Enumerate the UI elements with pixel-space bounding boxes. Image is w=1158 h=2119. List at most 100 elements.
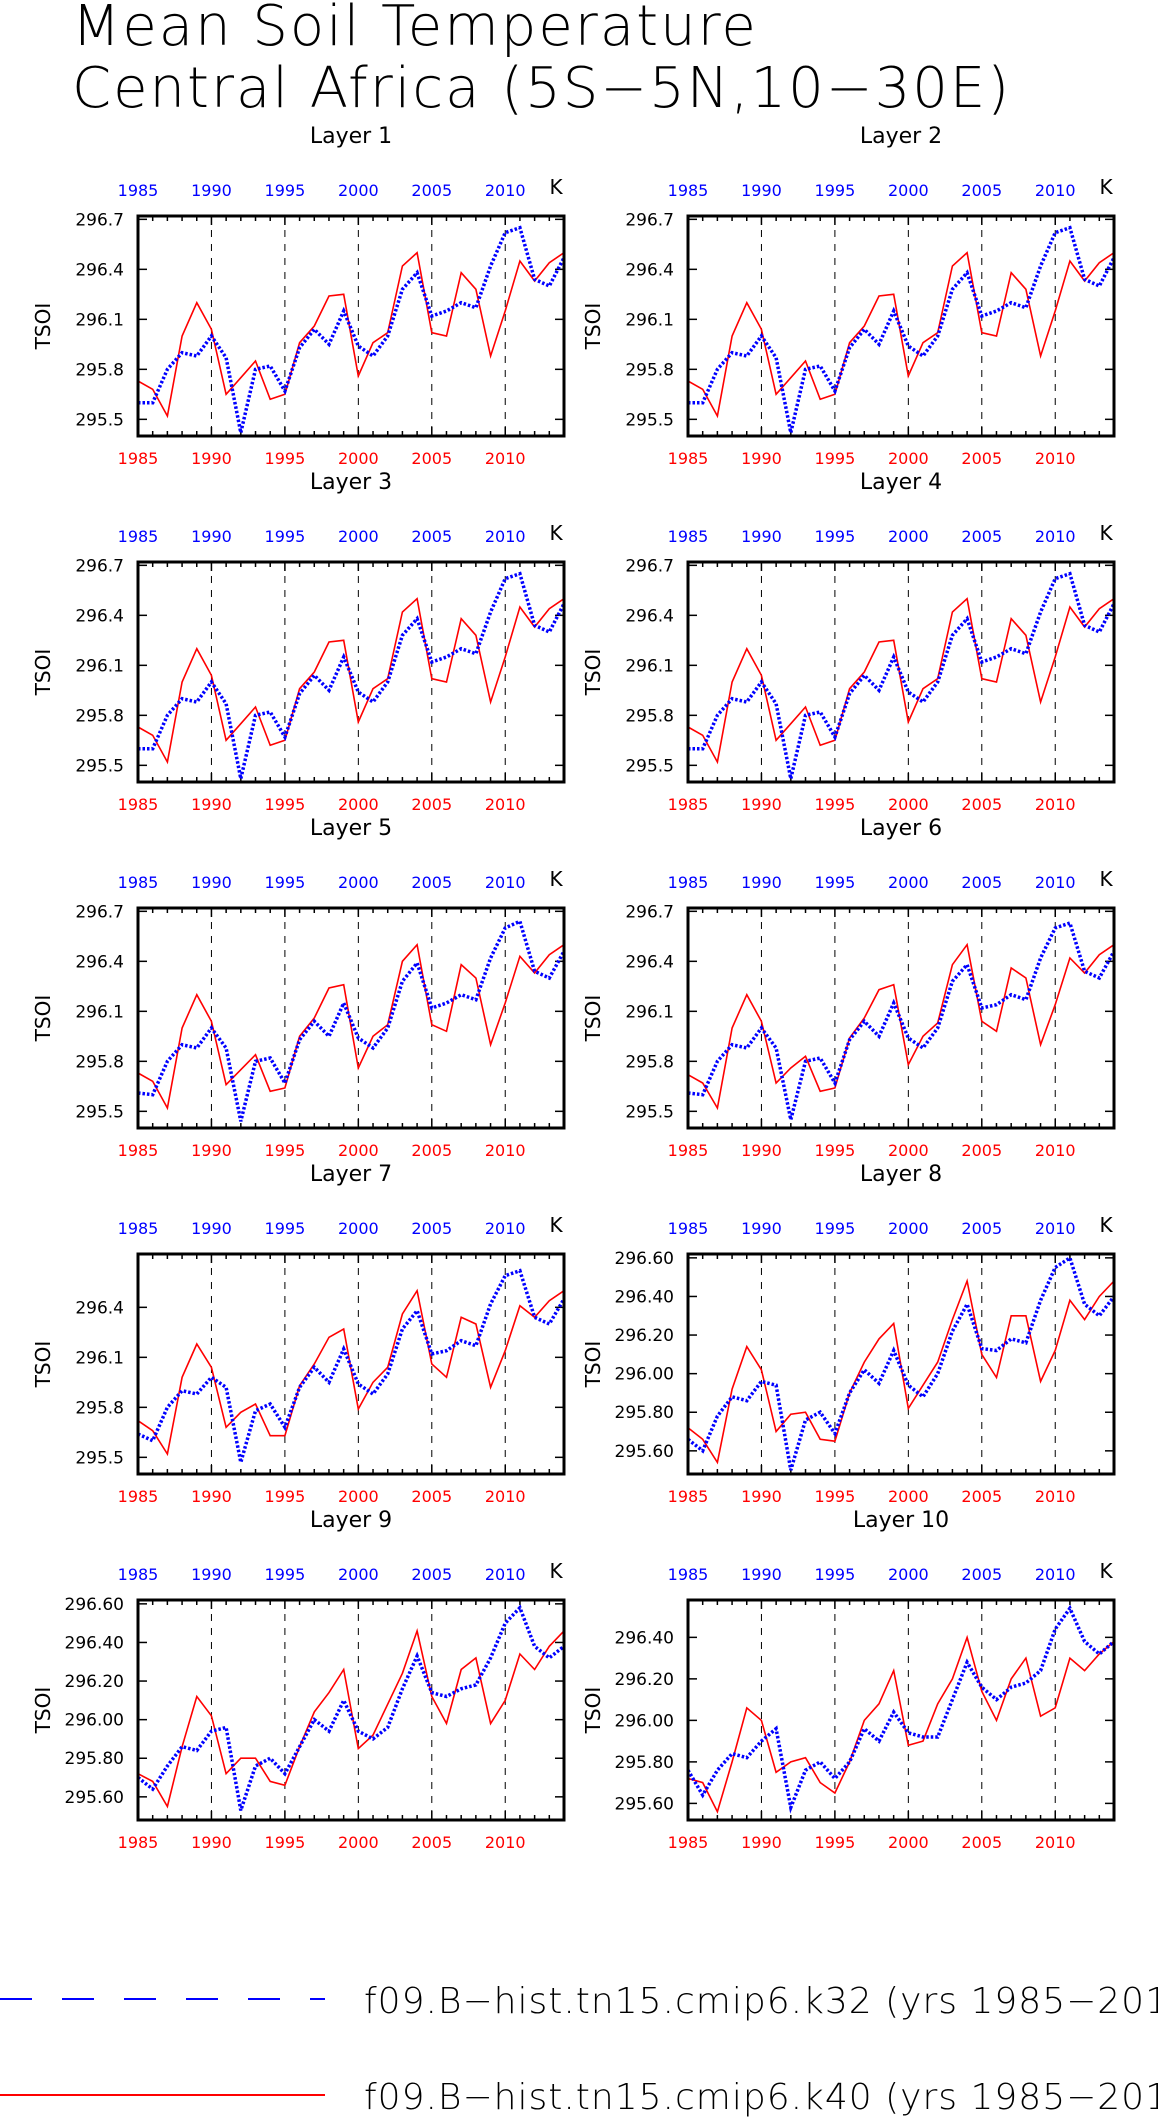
layer5-ytick-label: 295.8 [75, 1052, 124, 1072]
layer3-xtick-label-top: 1985 [118, 527, 159, 546]
layer3-ytick-label: 296.7 [75, 556, 124, 576]
layer9-xtick-label-top: 2005 [411, 1565, 452, 1584]
layer7-ytick-label: 296.4 [75, 1298, 124, 1318]
layer3-xtick-label-top: 2005 [411, 527, 452, 546]
layer6-xtick-label-bottom: 2000 [888, 1141, 929, 1160]
layer2-series-k40-line [687, 251, 1115, 419]
layer10-xtick-label-bottom: 2010 [1035, 1833, 1076, 1852]
layer3-xtick-label-top: 2010 [485, 527, 526, 546]
layer1-series-k40-line [137, 251, 565, 419]
layer3-xtick-label-bottom: 2010 [485, 795, 526, 814]
layer2-xtick-label-bottom: 2010 [1035, 449, 1076, 468]
layer4-xtick-label-bottom: 1990 [741, 795, 782, 814]
layer2-ylabel: TSOI [581, 303, 605, 351]
layer1-plot-frame [136, 214, 566, 438]
layer4-title: Layer 4 [860, 470, 942, 495]
layer1-xtick-label-bottom: 2010 [485, 449, 526, 468]
layer4-ytick-label: 295.5 [625, 756, 674, 776]
layer7-xtick-label-top: 1990 [191, 1219, 232, 1238]
layer8-xtick-label-bottom: 2010 [1035, 1487, 1076, 1506]
layer8-xtick-label-bottom: 2000 [888, 1487, 929, 1506]
layer7-ylabel: TSOI [31, 1341, 55, 1389]
layer3-xtick-label-bottom: 2000 [338, 795, 379, 814]
layer8-units-label: K [1099, 1213, 1113, 1237]
layer9-xtick-label-bottom: 2010 [485, 1833, 526, 1852]
layer4-xtick-label-bottom: 2010 [1035, 795, 1076, 814]
layer5-xtick-label-bottom: 1995 [265, 1141, 306, 1160]
layer8-xtick-label-bottom: 1990 [741, 1487, 782, 1506]
layer7-xtick-label-bottom: 1990 [191, 1487, 232, 1506]
layer5-xtick-label-bottom: 2000 [338, 1141, 379, 1160]
layer2-xtick-label-top: 2005 [961, 181, 1002, 200]
layer3-series-k40-line [137, 597, 565, 765]
layer8-ytick-label: 295.60 [615, 1442, 674, 1462]
layer8-xtick-label-top: 1995 [815, 1219, 856, 1238]
layer6-ylabel: TSOI [581, 995, 605, 1043]
layer6-xtick-label-top: 1985 [668, 873, 709, 892]
layer10-ytick-label: 296.40 [615, 1628, 674, 1648]
layer4-xtick-label-top: 2010 [1035, 527, 1076, 546]
layer8-xtick-label-bottom: 2005 [961, 1487, 1002, 1506]
layer6-series-k40-line [687, 942, 1115, 1111]
layer3-xtick-label-top: 2000 [338, 527, 379, 546]
layer1-ytick-label: 296.7 [75, 210, 124, 230]
layer10-plot-frame [686, 1598, 1116, 1822]
layer9-series-k32-line [136, 1604, 566, 1811]
layer4-xtick-label-bottom: 1995 [815, 795, 856, 814]
layer2-xtick-label-bottom: 1985 [668, 449, 709, 468]
layer4-units-label: K [1099, 521, 1113, 545]
layer6-xtick-label-top: 2000 [888, 873, 929, 892]
layer2-units-label: K [1099, 175, 1113, 199]
layer3-xtick-label-bottom: 1985 [118, 795, 159, 814]
layer10-xtick-label-bottom: 1985 [668, 1833, 709, 1852]
layer5-xtick-label-bottom: 1985 [118, 1141, 159, 1160]
legend-label-k32: f09.B−hist.tn15.cmip6.k32 (yrs 1985−2014… [364, 1981, 1158, 2022]
layer7-ytick-label: 296.1 [75, 1348, 124, 1368]
layer7-xtick-label-top: 1985 [118, 1219, 159, 1238]
layer7-plot-frame [136, 1252, 566, 1476]
layer3-ytick-label: 296.1 [75, 656, 124, 676]
layer8-xtick-label-top: 2010 [1035, 1219, 1076, 1238]
layer6-series-k32-line [687, 920, 1116, 1121]
layer6-xtick-label-bottom: 1985 [668, 1141, 709, 1160]
layer9-ytick-label: 296.20 [65, 1672, 124, 1692]
layer2-ytick-label: 296.4 [625, 260, 674, 280]
layer10-xtick-label-top: 1990 [741, 1565, 782, 1584]
layer2-ytick-label: 296.1 [625, 310, 674, 330]
layer5-units-label: K [549, 867, 563, 891]
layer2-xtick-label-top: 1990 [741, 181, 782, 200]
layer2-xtick-label-top: 2010 [1035, 181, 1076, 200]
layer4-series-k32-line [688, 571, 1116, 780]
layer7-xtick-label-top: 1995 [265, 1219, 306, 1238]
layer6-xtick-label-bottom: 2010 [1035, 1141, 1076, 1160]
layer1-xtick-label-top: 1995 [265, 181, 306, 200]
layer3-xtick-label-bottom: 1995 [265, 795, 306, 814]
layer8-xtick-label-top: 2005 [961, 1219, 1002, 1238]
layer5-xtick-label-top: 2005 [411, 873, 452, 892]
layer5-xtick-label-bottom: 1990 [191, 1141, 232, 1160]
layer2-xtick-label-bottom: 2005 [961, 449, 1002, 468]
layer8-ytick-label: 295.80 [615, 1403, 674, 1423]
layer1-xtick-label-bottom: 1995 [265, 449, 306, 468]
layer2-xtick-label-bottom: 2000 [888, 449, 929, 468]
layer9-xtick-label-bottom: 2005 [411, 1833, 452, 1852]
layer9-xtick-label-top: 2010 [485, 1565, 526, 1584]
layer3-ylabel: TSOI [31, 649, 55, 697]
layer6-plot-frame [686, 906, 1116, 1130]
layer6-xtick-label-bottom: 1995 [815, 1141, 856, 1160]
layer6-xtick-label-top: 1990 [741, 873, 782, 892]
layer1-xtick-label-top: 2010 [485, 181, 526, 200]
layer3-ytick-label: 295.5 [75, 756, 124, 776]
layer10-series-k40-line [687, 1634, 1115, 1814]
layer6-ytick-label: 295.5 [625, 1102, 674, 1122]
layer6-ytick-label: 295.8 [625, 1052, 674, 1072]
layer7-series-k32-line [137, 1268, 566, 1463]
layer3-units-label: K [549, 521, 563, 545]
layer5-ytick-label: 296.4 [75, 952, 124, 972]
layer9-xtick-label-top: 1985 [118, 1565, 159, 1584]
layer5-ytick-label: 296.1 [75, 1002, 124, 1022]
layer6-ytick-label: 296.7 [625, 902, 674, 922]
layer10-xtick-label-top: 2005 [961, 1565, 1002, 1584]
layer1-ylabel: TSOI [31, 303, 55, 351]
layer5-plot-frame [136, 906, 566, 1130]
